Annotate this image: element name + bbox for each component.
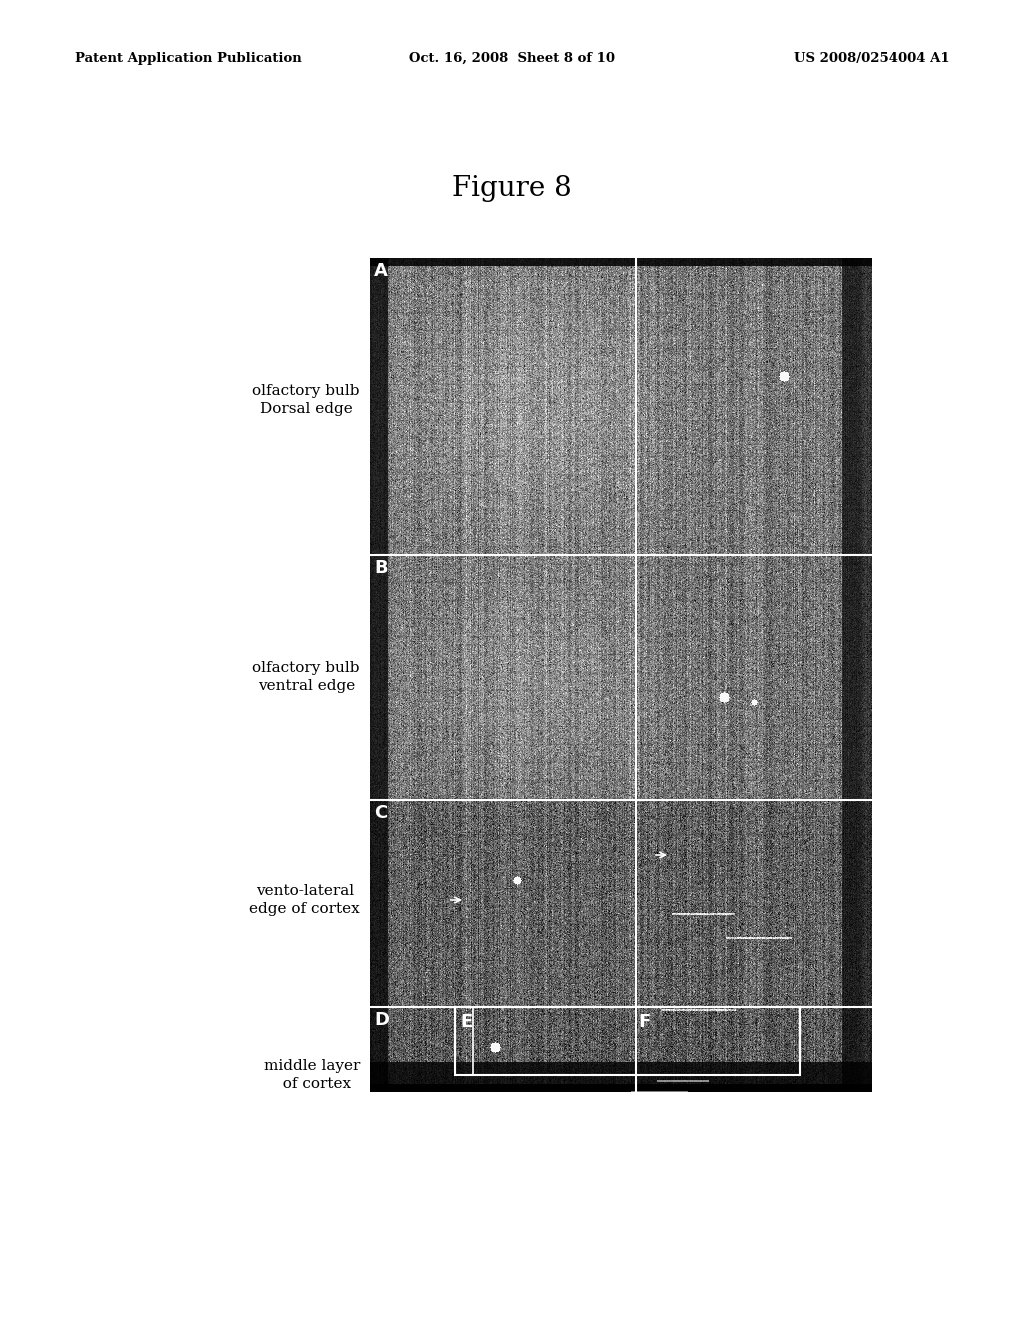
Text: US 2008/0254004 A1: US 2008/0254004 A1 (795, 51, 950, 65)
Text: middle layer
  of cortex: middle layer of cortex (263, 1059, 360, 1092)
Text: F: F (638, 1012, 650, 1031)
Text: vento-lateral
edge of cortex: vento-lateral edge of cortex (249, 884, 360, 916)
Text: C: C (374, 804, 387, 822)
Text: B: B (374, 558, 388, 577)
Text: E: E (460, 1012, 472, 1031)
Text: olfactory bulb
Dorsal edge: olfactory bulb Dorsal edge (253, 384, 360, 416)
Text: Oct. 16, 2008  Sheet 8 of 10: Oct. 16, 2008 Sheet 8 of 10 (409, 51, 615, 65)
Text: Patent Application Publication: Patent Application Publication (75, 51, 302, 65)
Text: olfactory bulb
ventral edge: olfactory bulb ventral edge (253, 661, 360, 693)
Text: Figure 8: Figure 8 (453, 176, 571, 202)
Text: D: D (374, 1011, 389, 1030)
Text: A: A (374, 261, 388, 280)
Bar (455, 1007, 800, 1074)
